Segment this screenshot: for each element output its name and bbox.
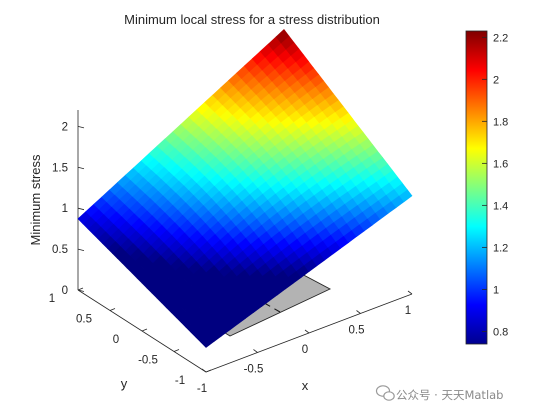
y-tick-label: -0.5: [138, 355, 158, 367]
z-tick-label: 0: [62, 285, 68, 297]
x-tick-label: 0: [302, 344, 308, 356]
x-tick-group: -1 -0.5 0 0.5 1: [197, 290, 413, 395]
y-tick-mark: [173, 349, 180, 352]
z-tick-mark: [77, 248, 85, 251]
x-tick-mark: [304, 329, 310, 334]
colorbar-tick-label: 1.2: [493, 242, 508, 254]
x-tick-label: -1: [197, 383, 207, 395]
colorbar: [465, 30, 488, 345]
z-tick-mark: [77, 207, 85, 211]
y-tick-label: 0.5: [76, 314, 92, 326]
y-tick-label: 1: [49, 293, 55, 305]
stress-surface: [77, 29, 413, 348]
x-tick-label: 1: [405, 305, 411, 317]
z-tick-mark: [77, 125, 85, 129]
colorbar-tick-label: 1.4: [493, 200, 508, 212]
z-tick-label: 1: [62, 203, 68, 215]
x-tick-label: 0.5: [349, 325, 365, 337]
surface-patch: [275, 29, 290, 44]
x-axis-label: x: [302, 378, 309, 393]
y-tick-mark: [77, 287, 84, 291]
z-tick-mark: [77, 289, 85, 292]
colorbar-tick-label: 1.8: [493, 116, 508, 128]
x-tick-mark: [253, 349, 258, 353]
y-tick-mark: [141, 328, 148, 332]
colorbar-tick-label: 2.2: [493, 32, 508, 44]
wechat-icon: [375, 385, 395, 401]
chart-title: Minimum local stress for a stress distri…: [124, 12, 380, 27]
x-tick-label: -0.5: [244, 364, 264, 376]
watermark-text: 公众号 · 天天Matlab: [396, 388, 504, 402]
colorbar-tick-label: 0.8: [493, 326, 508, 338]
y-axis-label: y: [121, 376, 128, 391]
y-tick-mark: [109, 308, 116, 311]
x-tick-mark: [407, 290, 413, 295]
colorbar-tick-label: 1.6: [493, 158, 508, 170]
colorbar-tick-label: 1: [493, 284, 499, 296]
colorbar-tick-group: 0.8 1 1.2 1.4 1.6 1.8 2 2.2: [482, 32, 508, 338]
z-tick-label: 2: [62, 121, 68, 133]
x-tick-mark: [201, 368, 207, 373]
x-tick-mark: [356, 310, 361, 314]
z-tick-label: 1.5: [52, 162, 68, 174]
z-tick-mark: [77, 166, 85, 170]
y-tick-label: 0: [113, 334, 119, 346]
colorbar-tick-label: 2: [493, 74, 499, 86]
z-tick-group: 0 0.5 1 1.5 2: [52, 121, 85, 297]
y-tick-label: -1: [175, 375, 185, 387]
y-tick-group: -1 -0.5 0 0.5 1: [49, 287, 212, 387]
y-tick-mark: [205, 369, 212, 373]
z-tick-label: 0.5: [52, 244, 68, 256]
watermark: 公众号 · 天天Matlab: [375, 385, 504, 402]
z-axis-label: Minimum stress: [28, 154, 43, 246]
